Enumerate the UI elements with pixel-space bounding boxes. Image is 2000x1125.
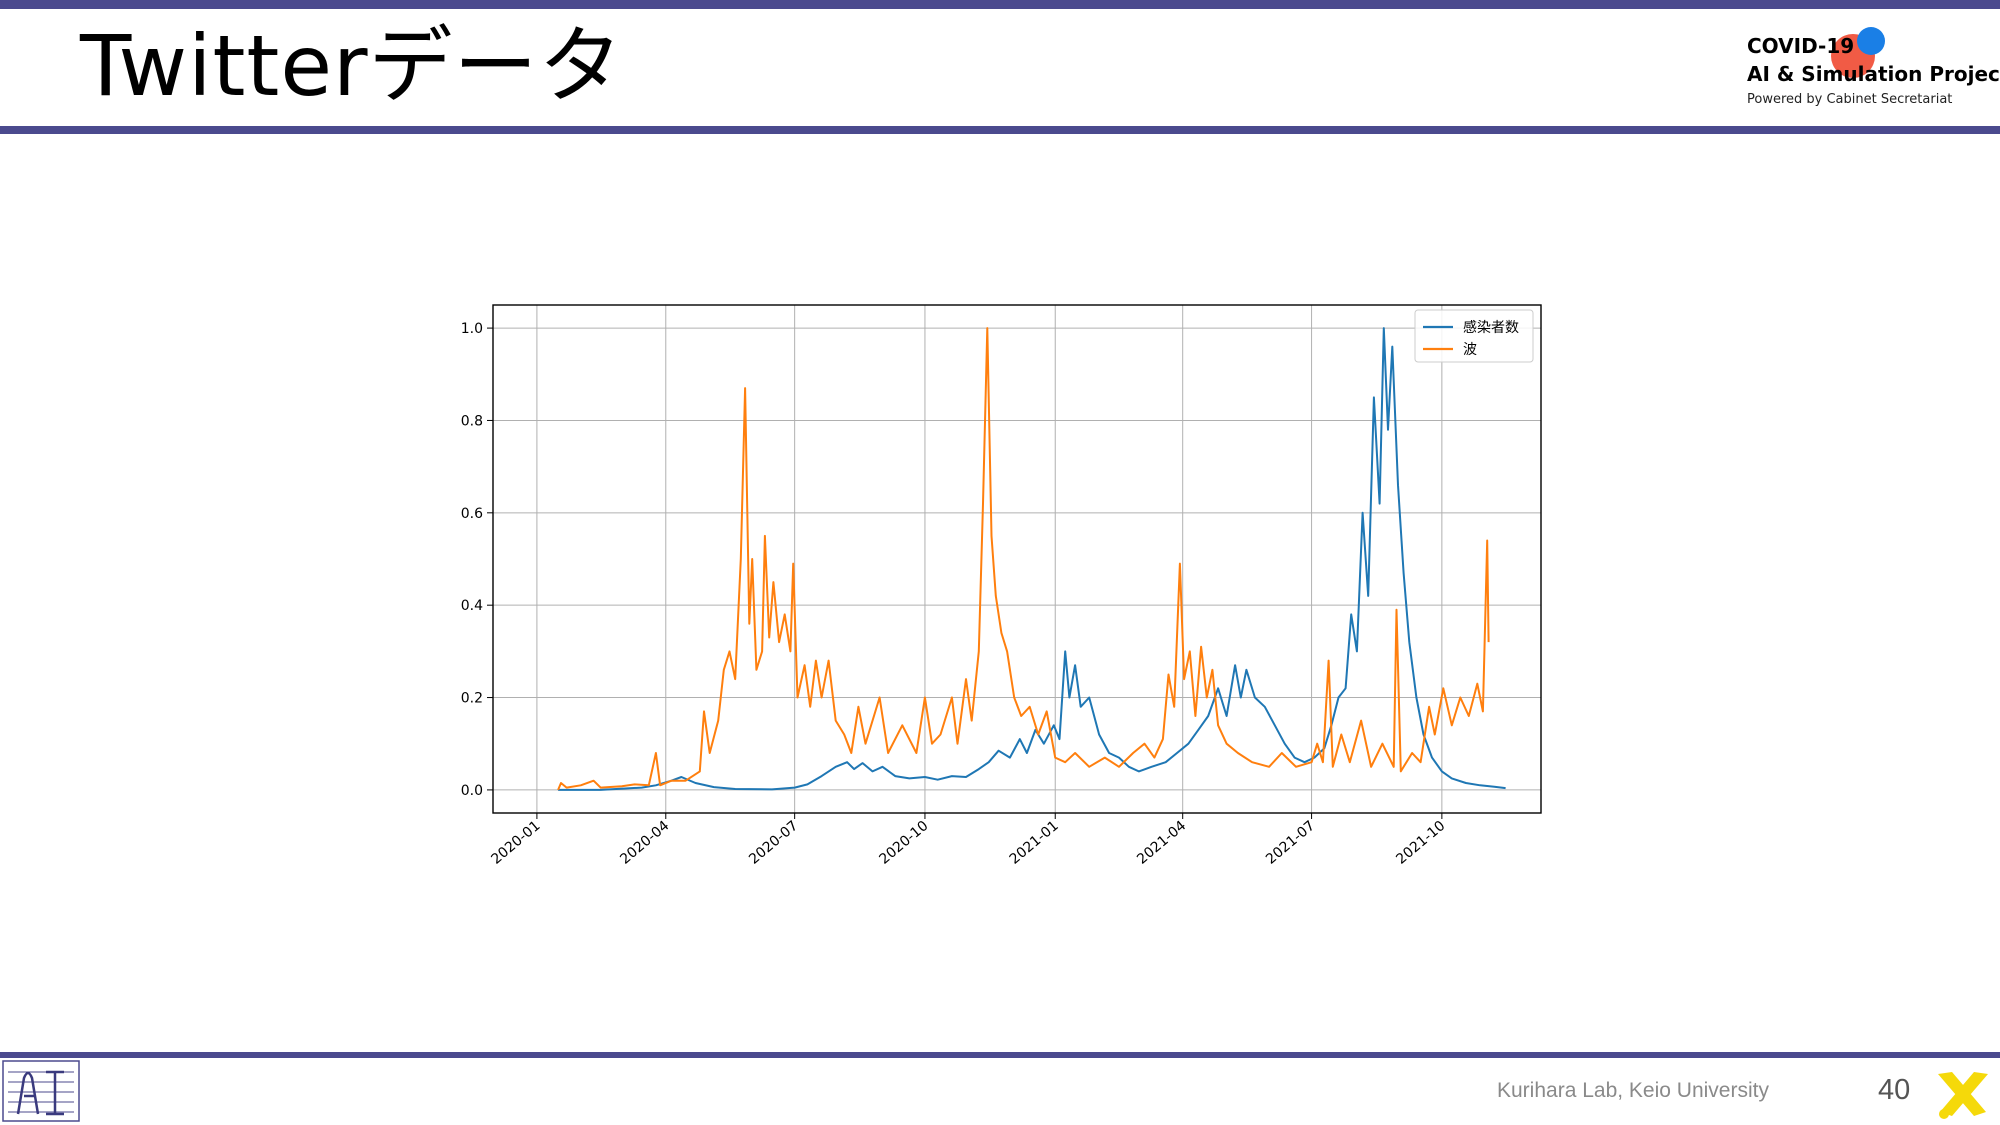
- x-tick-label: 2021-07: [1263, 818, 1318, 868]
- x-mark-logo-icon: [1938, 1072, 1988, 1119]
- y-tick-label: 0.8: [461, 413, 483, 429]
- slide-title: Twitterデータ: [80, 17, 624, 115]
- page-number: 40: [1878, 1074, 1911, 1106]
- top-accent-bar: [0, 0, 2000, 9]
- y-tick-labels: 0.0 0.2 0.4 0.6 0.8 1.0: [461, 321, 493, 799]
- logo-line-covid: COVID-19: [1747, 34, 1855, 58]
- x-tick-label: 2020-04: [617, 818, 672, 868]
- line-chart: 2020-01 2020-04 2020-07 2020-10 2021-01 2021-…: [461, 304, 1542, 868]
- footer-lab-name: Kurihara Lab, Keio University: [1497, 1079, 1769, 1102]
- y-tick-label: 0.6: [461, 506, 483, 522]
- ai-lab-logo-icon: [2, 1060, 80, 1122]
- y-tick-label: 0.2: [461, 691, 483, 707]
- plot-frame: [492, 304, 1542, 814]
- logo-blue-dot: [1857, 27, 1885, 55]
- series-lines: [557, 327, 1506, 791]
- footer-divider-bar: [0, 1052, 2000, 1058]
- x-tick-labels: 2020-01 2020-04 2020-07 2020-10 2021-01 2021-…: [488, 813, 1448, 868]
- header-divider-bar: [0, 126, 2000, 134]
- x-tick-label: 2020-10: [876, 818, 931, 868]
- y-tick-label: 0.0: [461, 783, 483, 799]
- series-line-0: [558, 327, 1506, 791]
- grid-lines: [493, 305, 1541, 813]
- x-tick-label: 2020-07: [746, 818, 801, 868]
- legend-label-0: 感染者数: [1463, 319, 1519, 336]
- y-tick-label: 1.0: [461, 321, 483, 337]
- x-tick-label: 2020-01: [488, 818, 543, 868]
- y-tick-label: 0.4: [461, 598, 483, 614]
- legend-label-1: 波: [1463, 342, 1477, 358]
- logo-line-project: AI & Simulation Project: [1747, 62, 2000, 86]
- x-tick-label: 2021-04: [1134, 818, 1189, 868]
- x-tick-label: 2021-10: [1393, 818, 1448, 868]
- series-line-1: [557, 327, 1490, 791]
- covid-project-logo: COVID-19 AI & Simulation Project Powered…: [1745, 22, 2000, 117]
- x-tick-label: 2021-01: [1007, 818, 1062, 868]
- logo-line-powered: Powered by Cabinet Secretariat: [1747, 92, 1953, 107]
